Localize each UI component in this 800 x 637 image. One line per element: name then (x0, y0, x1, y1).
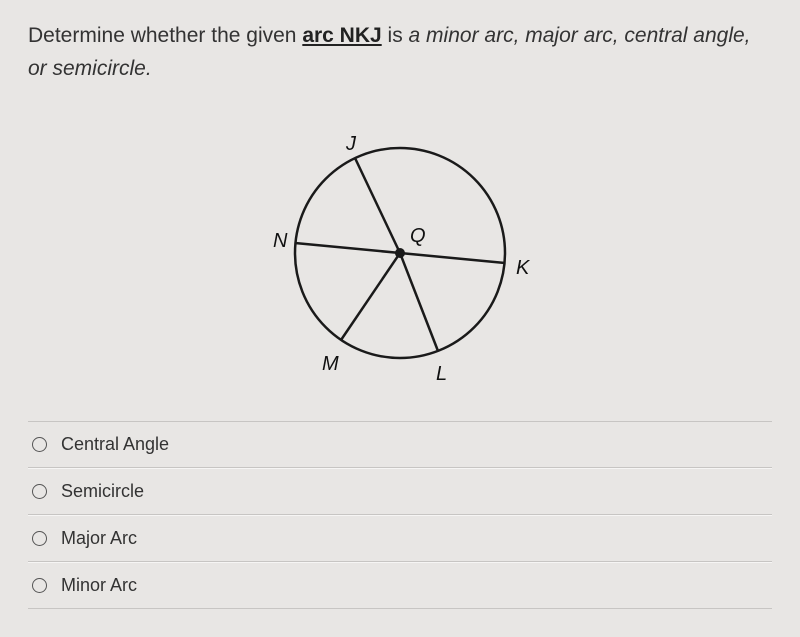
question-text: Determine whether the given arc NKJ is a… (28, 20, 772, 85)
label-l: L (436, 363, 447, 386)
option-major-arc[interactable]: Major Arc (28, 515, 772, 562)
option-label: Central Angle (61, 434, 169, 455)
radius-ql (400, 253, 438, 351)
radio-icon (32, 531, 47, 546)
radius-qn (295, 243, 400, 253)
option-label: Semicircle (61, 481, 144, 502)
label-n: N (273, 230, 287, 253)
option-label: Minor Arc (61, 575, 137, 596)
radio-icon (32, 484, 47, 499)
option-central-angle[interactable]: Central Angle (28, 421, 772, 468)
radius-qj (355, 158, 400, 253)
question-prefix: Determine whether the given (28, 24, 302, 47)
circle-diagram: J N M L K Q (240, 103, 560, 393)
arc-label: arc NKJ (302, 24, 381, 47)
radius-qk (400, 253, 505, 263)
option-minor-arc[interactable]: Minor Arc (28, 562, 772, 609)
diagram-container: J N M L K Q (28, 103, 772, 393)
radio-icon (32, 437, 47, 452)
center-dot (395, 248, 405, 258)
options-list: Central Angle Semicircle Major Arc Minor… (28, 421, 772, 609)
question-middle: is (382, 24, 409, 47)
diagram-svg (240, 103, 560, 393)
radio-icon (32, 578, 47, 593)
radius-qm (341, 253, 400, 340)
option-label: Major Arc (61, 528, 137, 549)
label-k: K (516, 257, 529, 280)
label-m: M (322, 353, 339, 376)
label-j: J (346, 133, 356, 156)
option-semicircle[interactable]: Semicircle (28, 468, 772, 515)
label-q: Q (410, 225, 426, 248)
